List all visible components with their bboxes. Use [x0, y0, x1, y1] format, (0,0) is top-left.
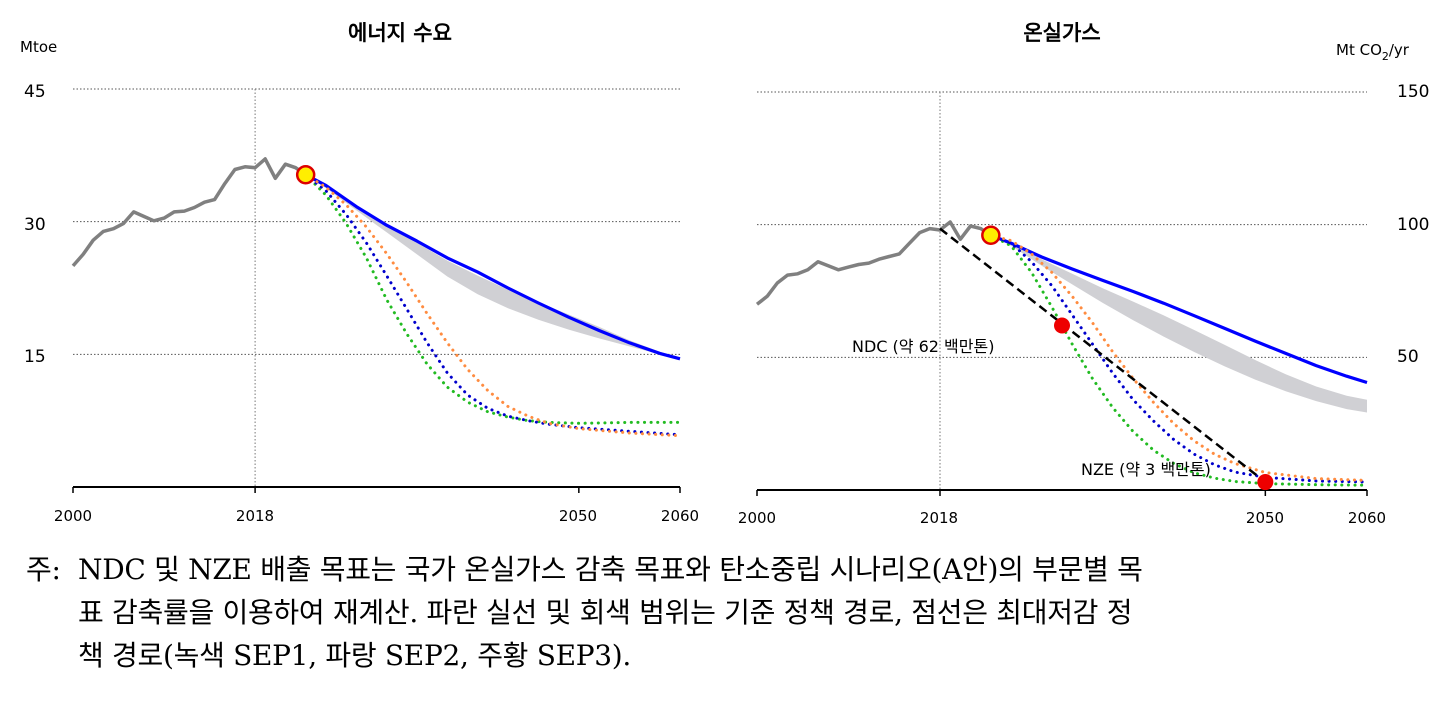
y-tick-label: 50	[1397, 347, 1419, 367]
x-tick-label: 2000	[54, 507, 92, 525]
x-tick-label: 2050	[559, 507, 597, 525]
series-line-2	[304, 173, 682, 425]
target-point-0	[1054, 317, 1070, 334]
y-axis-unit-label: Mtoe	[20, 38, 57, 56]
plot-area	[755, 91, 1369, 496]
x-tick-label: 2050	[1246, 509, 1284, 527]
footnote-line: NDC 및 NZE 배출 목표는 국가 온실가스 감축 목표와 탄소중립 시나리…	[78, 553, 1143, 586]
y-tick-label: 100	[1397, 215, 1429, 235]
series-line-0	[71, 157, 307, 268]
x-tick-labels: 2000 2018 2050 2060	[738, 509, 1386, 527]
chart-title: 에너지 수요	[348, 21, 452, 45]
x-tick-label: 2018	[236, 507, 274, 525]
series-line-1	[304, 173, 681, 361]
series-line-0	[755, 220, 992, 306]
x-tick-label: 2018	[920, 509, 958, 527]
series-line-2	[989, 233, 1369, 487]
point-annotations: NDC (약 62 백만톤) NZE (약 3 백만톤)	[852, 337, 1211, 479]
target-point-1	[1257, 474, 1274, 491]
baseline-range-band	[305, 174, 680, 358]
series-line-4	[989, 233, 1369, 482]
y-tick-labels: 45 30 15	[24, 82, 46, 367]
y-unit-suffix: /yr	[1389, 41, 1410, 59]
series-line-3	[989, 233, 1369, 484]
figure: 에너지 수요 Mtoe 45 30 15 2000 2018 2050 2060…	[20, 21, 1430, 527]
energy-demand-chart: 에너지 수요 Mtoe 45 30 15 2000 2018 2050 2060	[20, 21, 699, 525]
y-unit-subscript: 2	[1382, 50, 1389, 63]
footnote-line: 표 감축률을 이용하여 재계산. 파란 실선 및 회색 범위는 기준 정책 경로…	[78, 596, 1133, 629]
series-line-5	[939, 227, 1267, 483]
x-tick-label: 2060	[661, 507, 699, 525]
y-tick-label: 15	[24, 347, 46, 367]
x-tick-label: 2000	[738, 509, 776, 527]
y-tick-label: 150	[1397, 82, 1429, 102]
y-tick-label: 45	[24, 82, 46, 102]
series-line-1	[990, 233, 1368, 385]
x-tick-labels: 2000 2018 2050 2060	[54, 507, 699, 525]
start-marker	[295, 165, 316, 185]
footnote: 주: NDC 및 NZE 배출 목표는 국가 온실가스 감축 목표와 탄소중립 …	[26, 548, 1446, 677]
y-tick-labels: 150 100 50	[1397, 82, 1429, 367]
ghg-emissions-chart: 온실가스 Mt CO2/yr 150 100 50 2000 2018 2050…	[738, 21, 1430, 527]
ndc-label: NDC (약 62 백만톤)	[852, 337, 994, 356]
chart-title: 온실가스	[1023, 21, 1100, 45]
series-line-4	[304, 173, 682, 438]
x-tick-label: 2060	[1348, 509, 1386, 527]
footnote-body: NDC 및 NZE 배출 목표는 국가 온실가스 감축 목표와 탄소중립 시나리…	[26, 548, 1446, 677]
nze-label: NZE (약 3 백만톤)	[1081, 460, 1211, 479]
y-axis-unit-label: Mt CO2/yr	[1336, 41, 1410, 63]
y-unit-main: Mt CO	[1336, 41, 1382, 59]
start-marker	[981, 225, 1001, 246]
footnote-line: 책 경로(녹색 SEP1, 파랑 SEP2, 주황 SEP3).	[78, 639, 632, 672]
y-tick-label: 30	[24, 215, 46, 235]
plot-area	[71, 88, 682, 493]
baseline-range-band	[990, 235, 1367, 413]
footnote-lead: 주:	[26, 553, 61, 586]
